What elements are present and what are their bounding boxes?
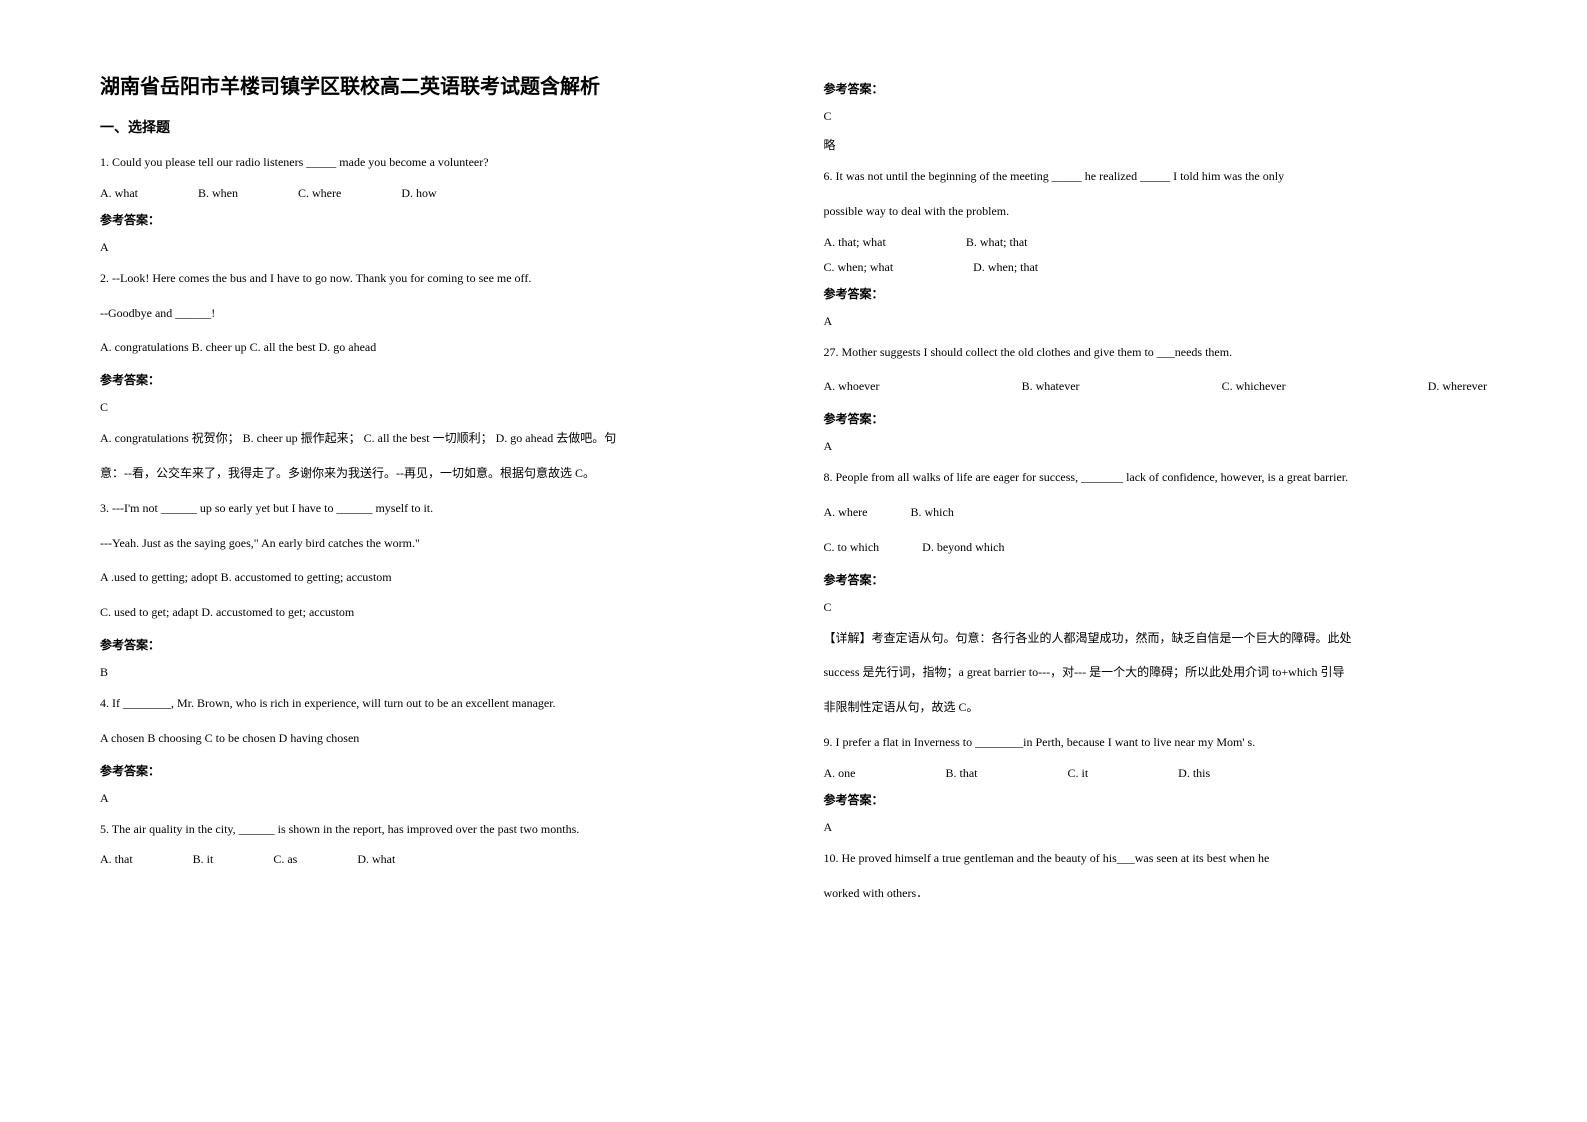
q5-opt-b: B. it	[193, 852, 214, 867]
q4-answer-label: 参考答案：	[100, 762, 764, 779]
q1-opt-d: D. how	[401, 186, 436, 201]
q8-explain1: 【详解】考查定语从句。句意：各行各业的人都渴望成功，然而，缺乏自信是一个巨大的障…	[824, 627, 1488, 650]
q2-answer-label: 参考答案：	[100, 371, 764, 388]
q1-opt-b: B. when	[198, 186, 238, 201]
q6-opt-c: C. when; what	[824, 260, 894, 275]
q9-answer: A	[824, 820, 1488, 835]
q1-text: 1. Could you please tell our radio liste…	[100, 151, 764, 174]
q6-opts-row2: C. when; what D. when; that	[824, 260, 1488, 275]
q5-line1: 5. The air quality in the city, ______ i…	[100, 818, 764, 841]
q8-opts-row2: C. to which D. beyond which	[824, 536, 1488, 559]
q5-opt-d: D. what	[357, 852, 395, 867]
q7-opt-c: C. whichever	[1222, 375, 1286, 398]
q6-opts-row1: A. that; what B. what; that	[824, 235, 1488, 250]
q6-line1: 6. It was not until the beginning of the…	[824, 165, 1488, 188]
q8-explain3: 非限制性定语从句，故选 C。	[824, 696, 1488, 719]
q3-answer-label: 参考答案：	[100, 636, 764, 653]
q3-opts2: C. used to get; adapt D. accustomed to g…	[100, 601, 764, 624]
q9-opt-a: A. one	[824, 766, 856, 781]
q1-answer-label: 参考答案：	[100, 211, 764, 228]
q7-line1: 27. Mother suggests I should collect the…	[824, 341, 1488, 364]
q2-line1: 2. --Look! Here comes the bus and I have…	[100, 267, 764, 290]
q3-line1: 3. ---I'm not ______ up so early yet but…	[100, 497, 764, 520]
q6-answer-label: 参考答案：	[824, 285, 1488, 302]
left-column: 湖南省岳阳市羊楼司镇学区联校高二英语联考试题含解析 一、选择题 1. Could…	[100, 70, 764, 916]
q8-answer-label: 参考答案：	[824, 571, 1488, 588]
q2-explain2: 意：--看，公交车来了，我得走了。多谢你来为我送行。--再见，一切如意。根据句意…	[100, 462, 764, 485]
q5-skip: 略	[824, 136, 1488, 153]
q9-line1: 9. I prefer a flat in Inverness to _____…	[824, 731, 1488, 754]
q7-answer: A	[824, 439, 1488, 454]
right-column: 参考答案： C 略 6. It was not until the beginn…	[824, 70, 1488, 916]
section-heading: 一、选择题	[100, 117, 764, 137]
q5-opt-c: C. as	[273, 852, 297, 867]
q4-answer: A	[100, 791, 764, 806]
q8-opt-b: B. which	[910, 505, 953, 519]
q8-opts-row1: A. where B. which	[824, 501, 1488, 524]
q7-opt-a: A. whoever	[824, 375, 880, 398]
q8-opt-a: A. where	[824, 505, 868, 519]
q8-line1: 8. People from all walks of life are eag…	[824, 466, 1488, 489]
q5-options: A. that B. it C. as D. what	[100, 852, 764, 867]
q9-opt-c: C. it	[1068, 766, 1089, 781]
q7-answer-label: 参考答案：	[824, 410, 1488, 427]
q10-line2: worked with others．	[824, 882, 1488, 905]
q7-opt-d: D. wherever	[1428, 375, 1487, 398]
q6-opt-b: B. what; that	[966, 235, 1028, 250]
q2-options: A. congratulations B. cheer up C. all th…	[100, 336, 764, 359]
q1-options: A. what B. when C. where D. how	[100, 186, 764, 201]
q4-options: A chosen B choosing C to be chosen D hav…	[100, 727, 764, 750]
q5-opt-a: A. that	[100, 852, 133, 867]
q2-answer: C	[100, 400, 764, 415]
q9-answer-label: 参考答案：	[824, 791, 1488, 808]
q3-line2: ---Yeah. Just as the saying goes," An ea…	[100, 532, 764, 555]
q6-line2: possible way to deal with the problem.	[824, 200, 1488, 223]
q6-opt-d: D. when; that	[973, 260, 1038, 275]
question-1: 1. Could you please tell our radio liste…	[100, 151, 764, 174]
q1-opt-c: C. where	[298, 186, 341, 201]
q6-opt-a: A. that; what	[824, 235, 886, 250]
q4-line1: 4. If ________, Mr. Brown, who is rich i…	[100, 692, 764, 715]
q3-opts1: A .used to getting; adopt B. accustomed …	[100, 566, 764, 589]
q8-opt-c: C. to which	[824, 540, 880, 554]
q3-answer: B	[100, 665, 764, 680]
q8-answer: C	[824, 600, 1488, 615]
q9-opt-b: B. that	[946, 766, 978, 781]
q6-answer: A	[824, 314, 1488, 329]
q8-explain2: success 是先行词，指物；a great barrier to---，对-…	[824, 661, 1488, 684]
q7-opt-b: B. whatever	[1022, 375, 1080, 398]
q2-explain1: A. congratulations 祝贺你； B. cheer up 振作起来…	[100, 427, 764, 450]
q5-answer: C	[824, 109, 1488, 124]
q9-opt-d: D. this	[1178, 766, 1210, 781]
q1-opt-a: A. what	[100, 186, 138, 201]
q8-opt-d: D. beyond which	[922, 540, 1004, 554]
q9-options: A. one B. that C. it D. this	[824, 766, 1488, 781]
q1-answer: A	[100, 240, 764, 255]
q2-line2: --Goodbye and ______!	[100, 302, 764, 325]
q7-options: A. whoever B. whatever C. whichever D. w…	[824, 375, 1488, 398]
page-title: 湖南省岳阳市羊楼司镇学区联校高二英语联考试题含解析	[100, 70, 764, 99]
q10-line1: 10. He proved himself a true gentleman a…	[824, 847, 1488, 870]
q5-answer-label: 参考答案：	[824, 80, 1488, 97]
